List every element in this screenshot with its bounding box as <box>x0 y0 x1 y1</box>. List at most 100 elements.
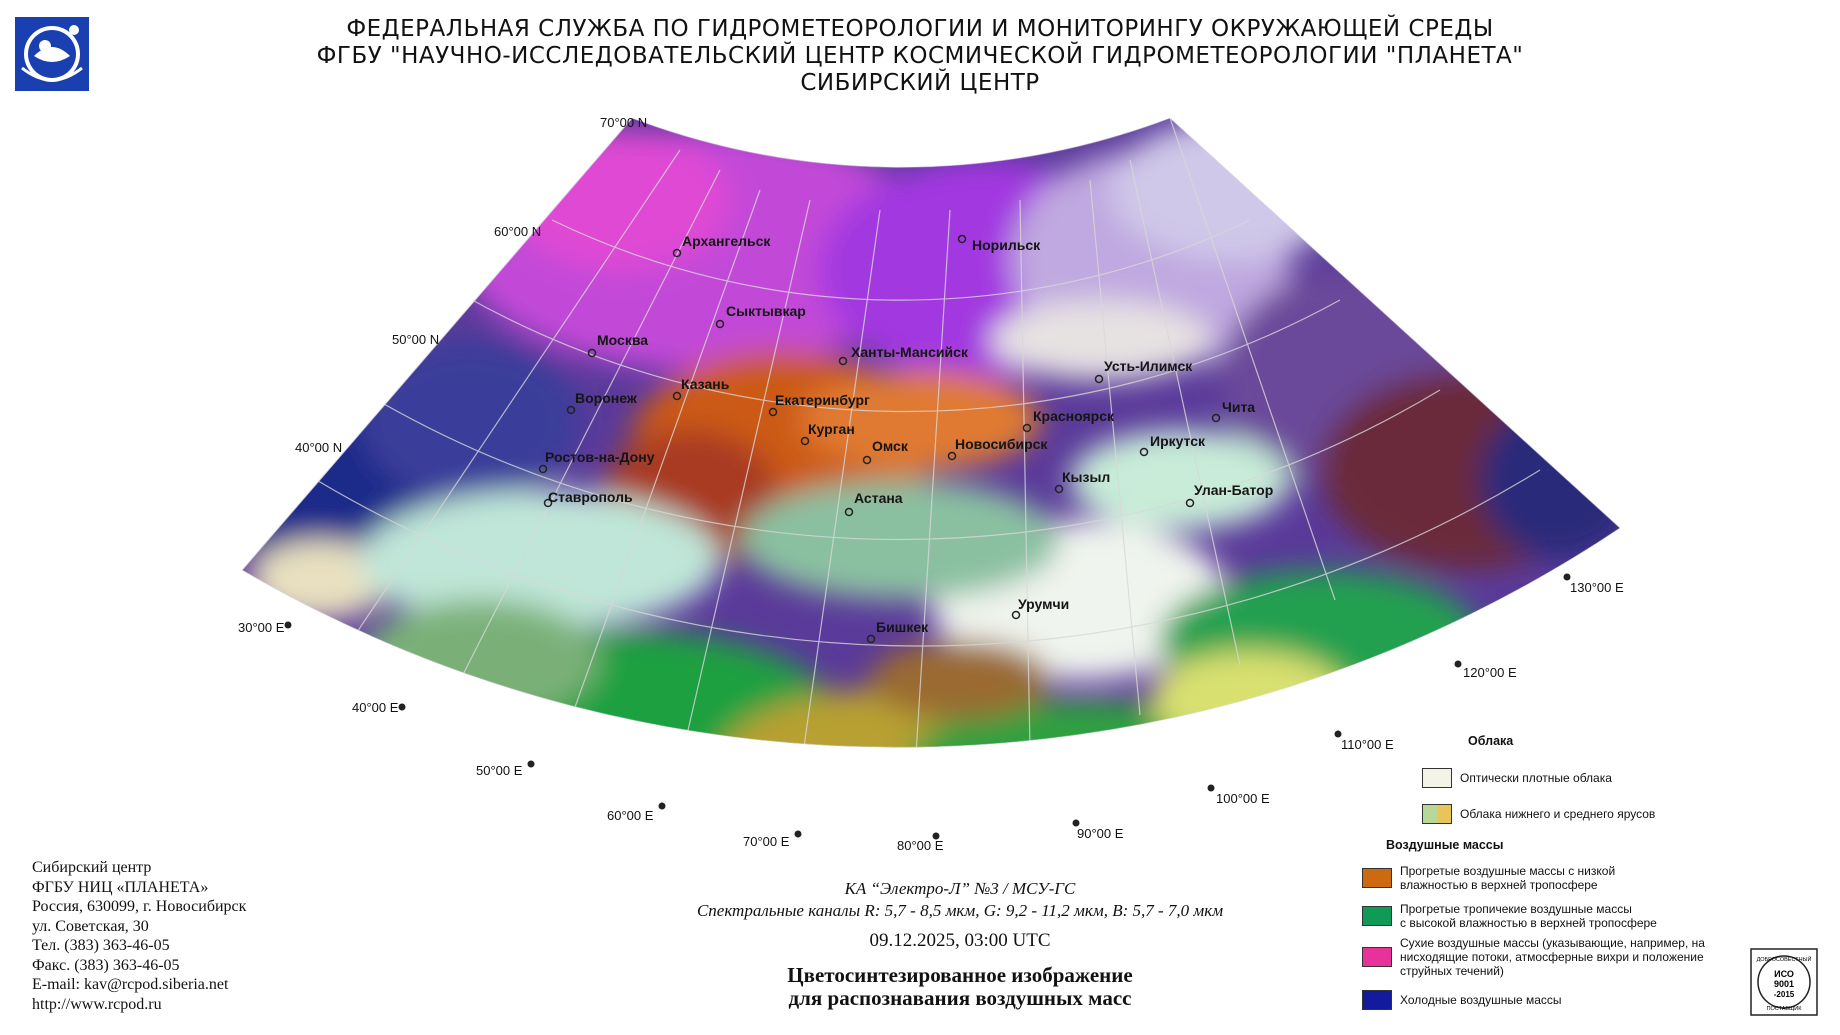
svg-text:Воронеж: Воронеж <box>575 390 638 406</box>
svg-text:Улан-Батор: Улан-Батор <box>1194 482 1273 498</box>
planeta-logo <box>15 17 89 91</box>
lon-label-130: 130°00 E <box>1570 580 1624 595</box>
city-arkhangelsk: Архангельск <box>672 233 771 258</box>
lon-label-90: 90°00 E <box>1077 826 1124 841</box>
image-title-1: Цветосинтезированное изображение <box>787 963 1133 987</box>
image-title-2: для распознавания воздушных масс <box>788 986 1132 1010</box>
legend-clouds-title: Облака <box>1468 734 1514 748</box>
svg-text:Архангельск: Архангельск <box>682 233 771 249</box>
svg-text:Иркутск: Иркутск <box>1150 433 1206 449</box>
legend-swatch <box>1362 868 1392 888</box>
header-line-2: ФГБУ "НАУЧНО-ИССЛЕДОВАТЕЛЬСКИЙ ЦЕНТР КОС… <box>316 43 1524 69</box>
city-kurgan: Курган <box>800 421 855 446</box>
city-khanty-mansiysk: Ханты-Мансийск <box>838 344 969 366</box>
legend-airmass-title: Воздушные массы <box>1386 838 1504 852</box>
city-voronezh: Воронеж <box>566 390 638 415</box>
city-urumqi: Урумчи <box>1011 596 1069 620</box>
svg-text:Кызыл: Кызыл <box>1062 469 1110 485</box>
contact-website[interactable]: http://www.rcpod.ru <box>32 995 162 1013</box>
svg-text:Омск: Омск <box>872 438 909 454</box>
city-novosibirsk: Новосибирск <box>947 436 1048 461</box>
contact-phone: Тел. (383) 363-46-05 <box>32 937 170 954</box>
svg-text:Усть-Илимск: Усть-Илимск <box>1104 358 1193 374</box>
legend-item-low-mid-clouds: Облака нижнего и среднего ярусов <box>1422 804 1655 824</box>
legend-swatch <box>1422 768 1452 788</box>
lon-label-80: 80°00 E <box>897 838 944 853</box>
city-kazan: Казань <box>672 376 730 401</box>
contact-address-city: Россия, 630099, г. Новосибирск <box>32 898 247 915</box>
lat-label-40: 40°00 N <box>295 440 342 455</box>
contact-email[interactable]: E-mail: kav@rcpod.siberia.net <box>32 976 229 993</box>
legend-swatch <box>1362 990 1392 1010</box>
legend-item-cold: Холодные воздушные массы <box>1362 990 1562 1010</box>
svg-text:Ростов-на-Дону: Ростов-на-Дону <box>545 449 655 465</box>
spectral-channels: Спектральные каналы R: 5,7 - 8,5 мкм, G:… <box>696 901 1224 920</box>
city-rostov: Ростов-на-Дону <box>538 449 655 474</box>
imagery <box>242 118 1620 748</box>
image-datetime: 09.12.2025, 03:00 UTC <box>869 930 1051 951</box>
svg-text:Норильск: Норильск <box>972 237 1041 253</box>
contact-block: Сибирский центр ФГБУ НИЦ «ПЛАНЕТА» Росси… <box>32 858 246 1014</box>
city-kyzyl: Кызыл <box>1054 469 1110 494</box>
legend-item-tropical-moist: Прогретые тропичекие воздушные массы с вы… <box>1362 902 1657 930</box>
svg-text:Казань: Казань <box>681 376 730 392</box>
city-astana: Астана <box>844 490 903 517</box>
contact-fax: Факс. (383) 363-46-05 <box>32 956 180 974</box>
lon-label-70: 70°00 E <box>743 834 790 849</box>
city-yekaterinburg: Екатеринбург <box>768 392 870 417</box>
lon-label-60: 60°00 E <box>607 808 654 823</box>
lon-label-120: 120°00 E <box>1463 665 1517 680</box>
svg-text:ИСО: ИСО <box>1774 969 1794 979</box>
graticule <box>242 118 1541 748</box>
lon-label-110: 110°00 E <box>1341 737 1394 752</box>
svg-text:ДОБРОСОВЕСТНЫЙ: ДОБРОСОВЕСТНЫЙ <box>1757 955 1812 963</box>
svg-text:Новосибирск: Новосибирск <box>955 436 1048 452</box>
lon-label-40: 40°00 E <box>352 700 399 715</box>
city-moscow: Москва <box>587 332 648 358</box>
legend-item-dense-clouds: Оптически плотные облака <box>1422 768 1612 788</box>
city-norilsk: Норильск <box>957 234 1041 253</box>
svg-text:9001: 9001 <box>1774 979 1794 989</box>
lat-label-70: 70°00 N <box>600 115 647 130</box>
legend-item-warm-dry: Прогретые воздушные массы с низкой влажно… <box>1362 864 1615 892</box>
svg-text:Чита: Чита <box>1222 399 1255 415</box>
caption: КА “Электро-Л” №3 / МСУ-ГС Спектральные … <box>560 878 1360 1010</box>
legend-swatch <box>1422 804 1452 824</box>
city-krasnoyarsk: Красноярск <box>1022 408 1115 433</box>
lon-label-100: 100°00 E <box>1216 791 1270 806</box>
svg-text:Ставрополь: Ставрополь <box>548 489 633 505</box>
city-irkutsk: Иркутск <box>1139 433 1206 457</box>
header-line-1: ФЕДЕРАЛЬНАЯ СЛУЖБА ПО ГИДРОМЕТЕОРОЛОГИИ … <box>346 16 1494 42</box>
svg-text:Бишкек: Бишкек <box>876 619 929 635</box>
header: ФЕДЕРАЛЬНАЯ СЛУЖБА ПО ГИДРОМЕТЕОРОЛОГИИ … <box>0 16 1840 97</box>
legend-swatch <box>1362 906 1392 926</box>
svg-text:Ханты-Мансийск: Ханты-Мансийск <box>851 344 969 360</box>
svg-text:Москва: Москва <box>597 332 648 348</box>
svg-text:ПОСТАВЩИК: ПОСТАВЩИК <box>1767 1006 1803 1012</box>
legend-swatch <box>1362 947 1392 967</box>
contact-org: Сибирский центр <box>32 859 152 876</box>
city-stavropol: Ставрополь <box>543 489 633 508</box>
city-omsk: Омск <box>862 438 909 465</box>
lon-label-30: 30°00 E <box>238 620 285 635</box>
city-ust-ilimsk: Усть-Илимск <box>1094 358 1193 384</box>
lat-label-60: 60°00 N <box>494 224 541 239</box>
iso-badge: ДОБРОСОВЕСТНЫЙ ИСО 9001 -2015 ПОСТАВЩИК <box>1750 948 1818 1016</box>
svg-text:-2015: -2015 <box>1774 990 1795 999</box>
city-ulan-bator: Улан-Батор <box>1185 482 1273 508</box>
svg-text:Красноярск: Красноярск <box>1033 408 1115 424</box>
contact-institute: ФГБУ НИЦ «ПЛАНЕТА» <box>32 878 209 896</box>
satellite-info: КА “Электро-Л” №3 / МСУ-ГС <box>844 879 1076 898</box>
svg-text:Сыктывкар: Сыктывкар <box>726 303 806 319</box>
legend-item-dry: Сухие воздушные массы (указывающие, напр… <box>1362 936 1705 978</box>
city-syktyvkar: Сыктывкар <box>715 303 806 329</box>
city-bishkek: Бишкек <box>866 619 929 644</box>
svg-text:Курган: Курган <box>808 421 855 437</box>
city-chita: Чита <box>1211 399 1255 423</box>
header-line-3: СИБИРСКИЙ ЦЕНТР <box>800 70 1040 96</box>
lon-label-50: 50°00 E <box>476 763 523 778</box>
lat-label-50: 50°00 N <box>392 332 439 347</box>
svg-text:Урумчи: Урумчи <box>1018 596 1069 612</box>
contact-address-street: ул. Советская, 30 <box>32 917 149 935</box>
